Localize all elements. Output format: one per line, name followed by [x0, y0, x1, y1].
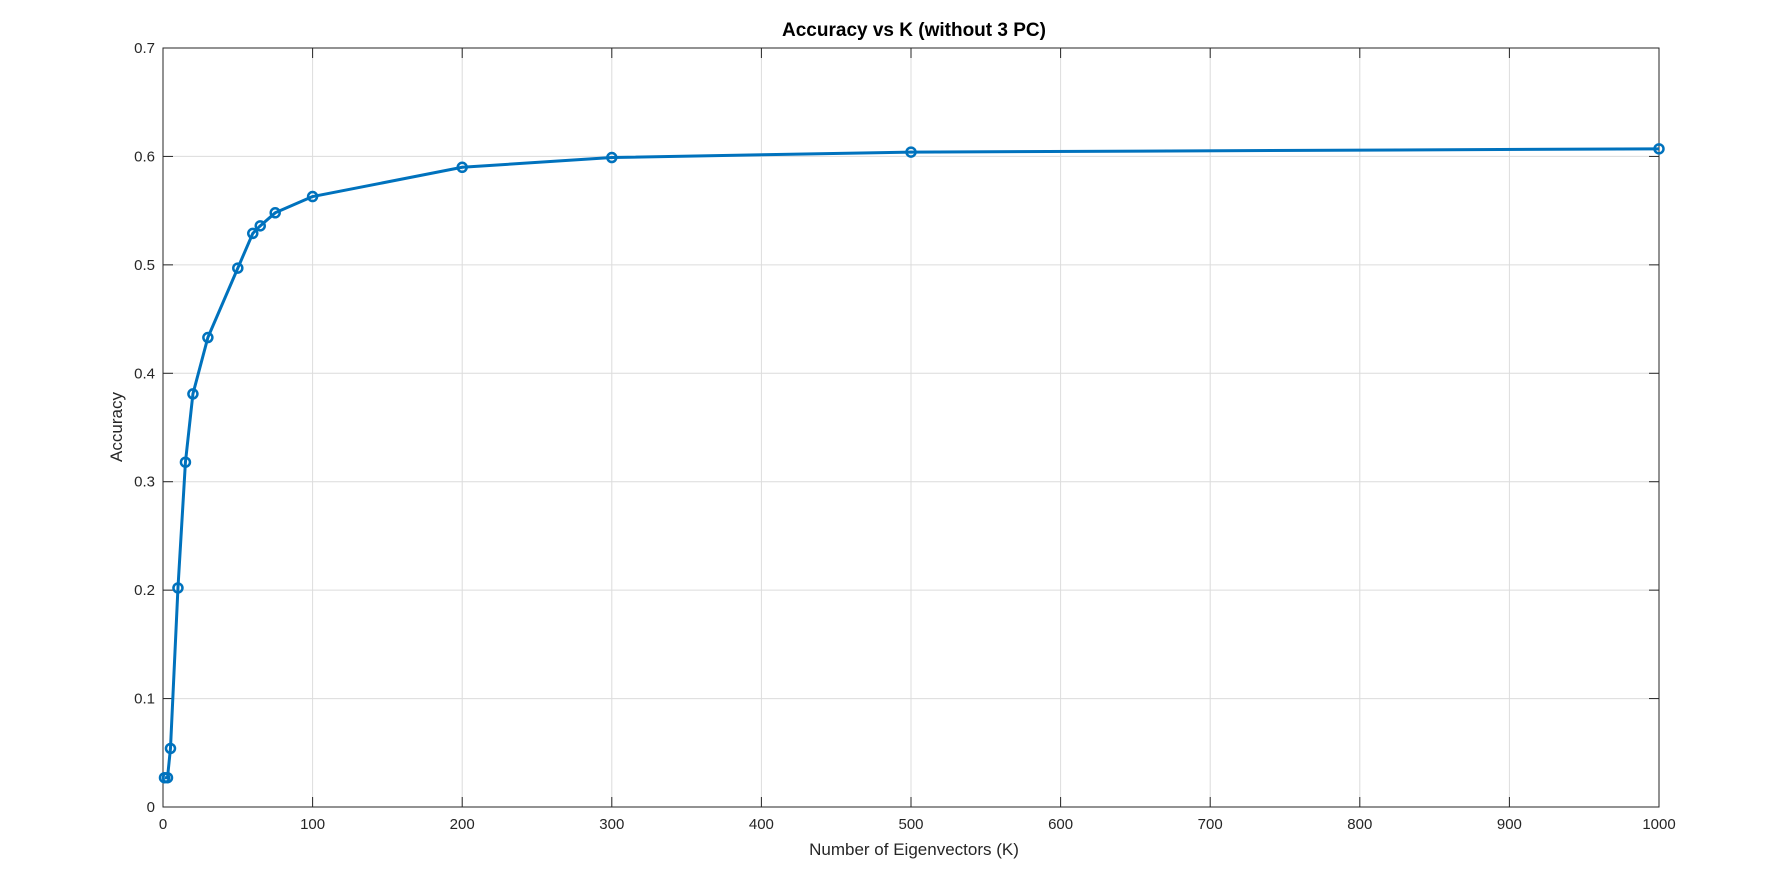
data-point-marker [161, 771, 174, 784]
data-point-marker [202, 331, 214, 344]
x-tick-label: 500 [898, 816, 923, 833]
x-tick-label: 0 [159, 816, 167, 833]
axes: 0 100 200 300 400 500 600 700 800 900 1000 0 0.1 0.2 0… [134, 40, 1676, 833]
y-axis-label: Accuracy [107, 392, 126, 462]
series-layer [158, 143, 1665, 784]
x-tick-label: 300 [599, 816, 624, 833]
data-point-marker [905, 146, 917, 158]
data-point-marker [164, 742, 177, 755]
x-tick-label: 700 [1198, 816, 1223, 833]
data-point-marker [247, 227, 259, 240]
y-tick-label: 0.2 [134, 582, 155, 599]
data-point-marker [179, 456, 192, 468]
x-tick-label: 100 [300, 816, 325, 833]
data-point-marker [456, 161, 468, 174]
y-tick-label: 0.4 [134, 365, 155, 382]
x-tick-label: 600 [1048, 816, 1073, 833]
data-point-marker [232, 262, 244, 274]
data-point-marker [254, 220, 266, 232]
y-tick-label: 0.6 [134, 148, 155, 165]
data-point-marker [172, 582, 184, 594]
x-tick-label: 900 [1497, 816, 1522, 833]
chart-title: Accuracy vs K (without 3 PC) [782, 20, 1046, 41]
series-line [164, 147, 1660, 780]
data-point-marker [606, 151, 618, 164]
y-tick-label: 0.5 [134, 257, 155, 274]
x-tick-label: 400 [749, 816, 774, 833]
y-tick-label: 0.7 [134, 40, 155, 57]
x-tick-label: 1000 [1642, 816, 1675, 833]
y-tick-label: 0 [147, 799, 155, 816]
x-tick-label: 800 [1347, 816, 1372, 833]
data-point-marker [1653, 143, 1665, 155]
x-tick-label: 200 [450, 816, 475, 833]
data-point-marker [306, 190, 319, 203]
data-point-marker [187, 388, 199, 400]
y-tick-label: 0.1 [134, 691, 155, 708]
y-tick-label: 0.3 [134, 474, 155, 491]
data-point-marker [269, 207, 281, 219]
x-axis-label: Number of Eigenvectors (K) [809, 840, 1019, 859]
